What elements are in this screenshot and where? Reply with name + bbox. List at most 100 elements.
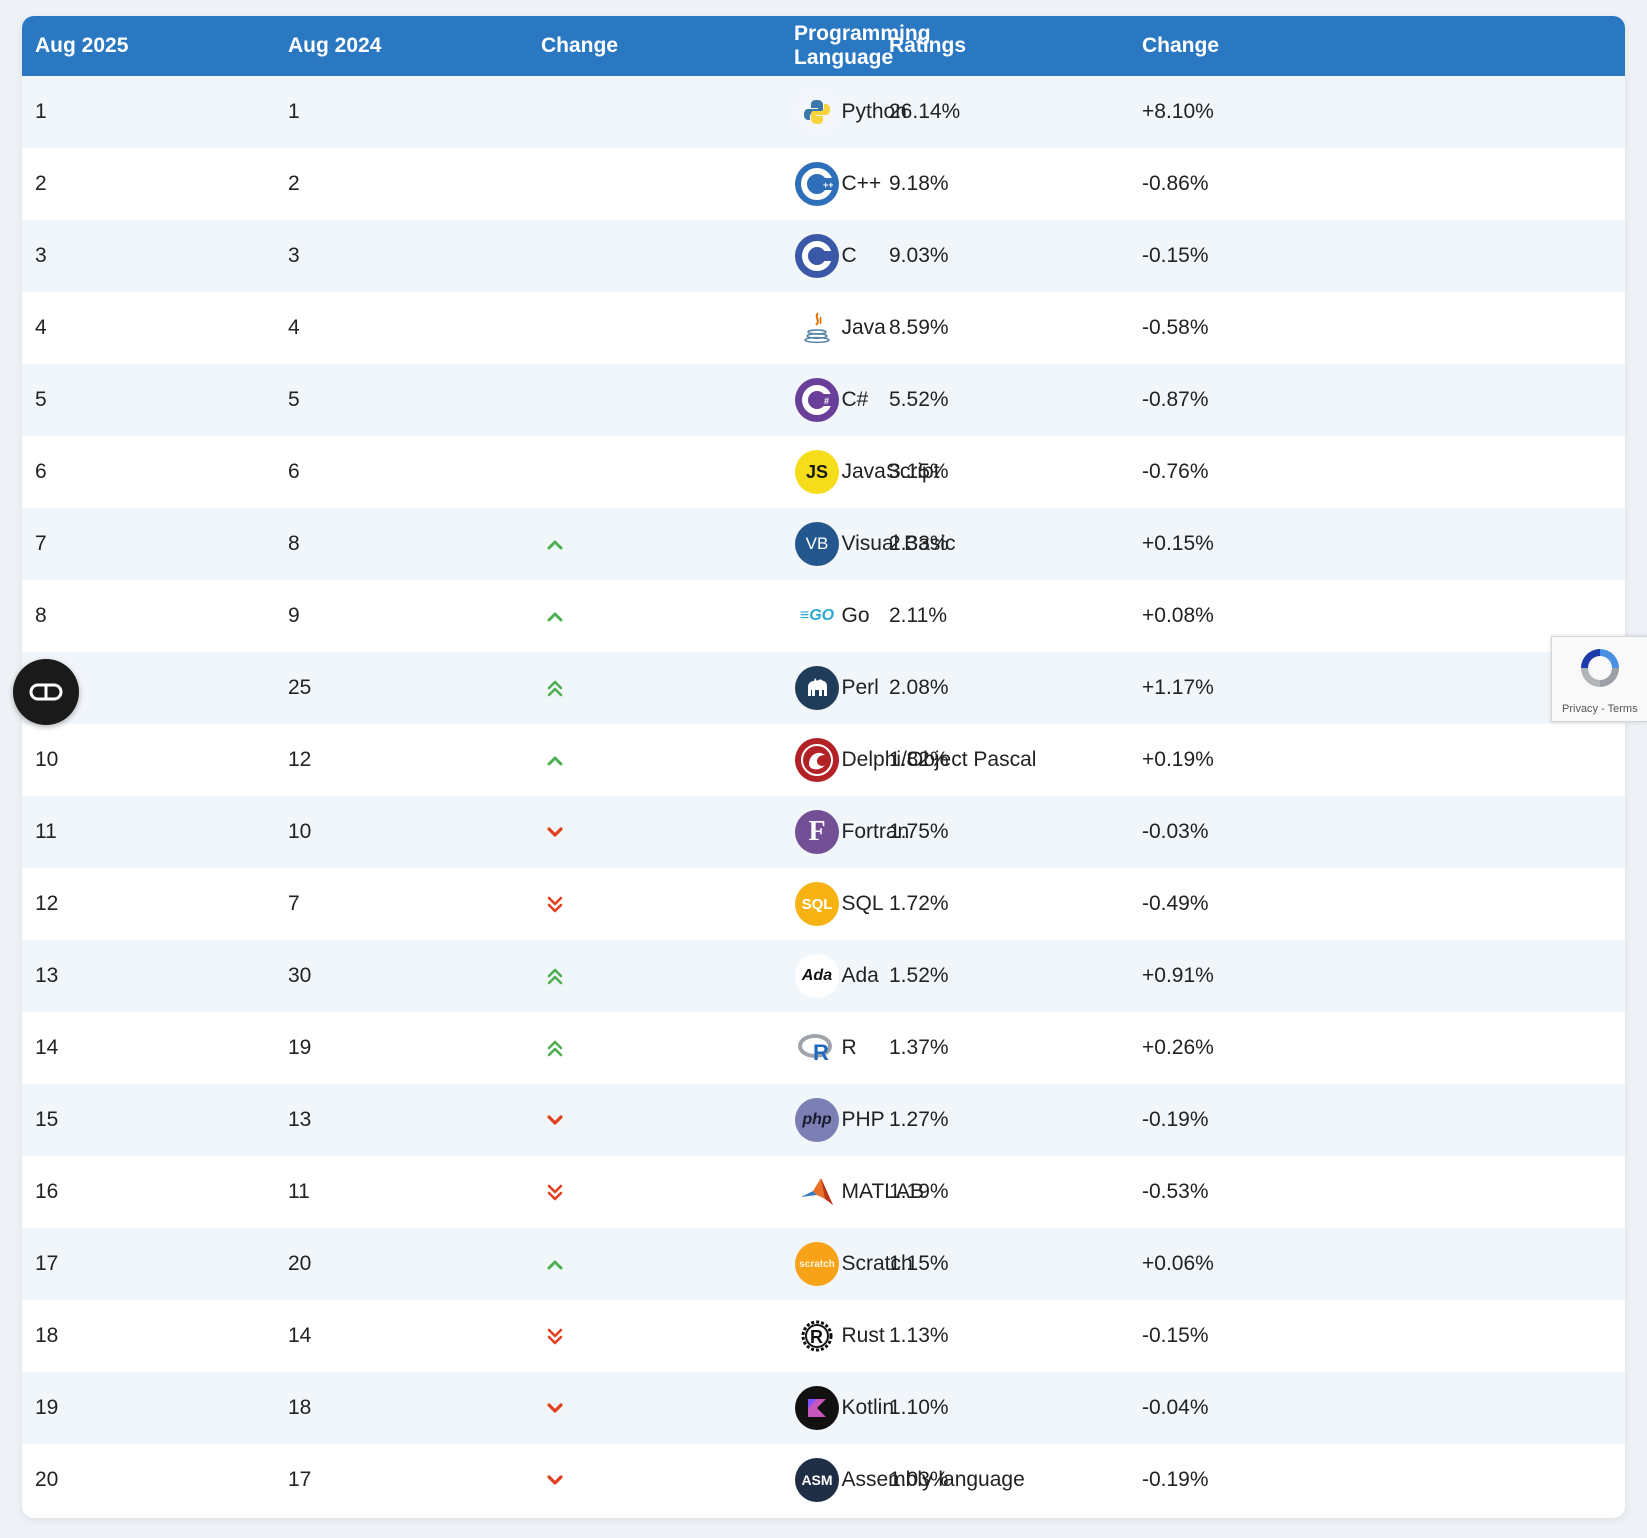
fortran-logo-icon: F (781, 796, 839, 868)
rating-value: 1.19% (889, 1180, 949, 1203)
rating-change: -0.87% (1142, 388, 1209, 411)
rank-aug-2025: 14 (35, 1036, 59, 1059)
rank-aug-2025: 7 (35, 532, 47, 555)
rank-aug-2025: 10 (35, 748, 59, 771)
infinity-icon (29, 683, 63, 701)
rank-aug-2025: 18 (35, 1324, 59, 1347)
tiobe-index-table-card: Aug 2025 Aug 2024 Change Programming Lan… (22, 16, 1625, 1518)
rank-aug-2025: 4 (35, 316, 47, 339)
trend-cell (528, 1156, 781, 1228)
rating-value: 2.33% (889, 532, 949, 555)
svg-text:++: ++ (823, 180, 834, 190)
rating-change: -0.03% (1142, 820, 1209, 843)
sql-logo-icon: SQL (781, 868, 839, 940)
rank-aug-2024: 7 (288, 892, 300, 915)
recaptcha-icon (1581, 649, 1619, 687)
rank-aug-2024: 18 (288, 1396, 312, 1419)
arrow-down-icon (547, 1403, 563, 1414)
recaptcha-privacy-terms[interactable]: Privacy - Terms (1562, 703, 1638, 715)
language-name: Visual Basic (841, 532, 956, 555)
svg-text:R: R (810, 1327, 823, 1347)
rating-change: -0.19% (1142, 1468, 1209, 1491)
rank-aug-2025: 2 (35, 172, 47, 195)
language-name: Python (841, 100, 907, 123)
table-row: 18 14 R Rust 1.13% -0.15% (22, 1300, 1625, 1372)
rank-aug-2025: 16 (35, 1180, 59, 1203)
svg-text:R: R (813, 1040, 829, 1063)
rating-value: 1.13% (889, 1324, 949, 1347)
table-row: 14 19 R R 1.37% +0.26% (22, 1012, 1625, 1084)
table-row: 19 18 Kotlin 1.10% -0.04% (22, 1372, 1625, 1444)
trend-cell (528, 508, 781, 580)
double-arrow-down-icon (547, 1185, 563, 1201)
rating-change: -0.15% (1142, 244, 1209, 267)
recaptcha-badge[interactable]: Privacy - Terms (1551, 636, 1647, 722)
double-arrow-up-icon (547, 681, 563, 697)
trend-cell (528, 1084, 781, 1156)
rank-aug-2024: 17 (288, 1468, 312, 1491)
rank-aug-2025: 6 (35, 460, 47, 483)
rating-change: -0.76% (1142, 460, 1209, 483)
table-row: 25 Perl 2.08% +1.17% (22, 652, 1625, 724)
language-name: JavaScript (841, 460, 940, 483)
header-programming-language: Programming Language (794, 22, 931, 69)
trend-cell (528, 796, 781, 868)
rank-aug-2025: 1 (35, 100, 47, 123)
trend-cell (528, 580, 781, 652)
language-name: MATLAB (841, 1180, 924, 1203)
rating-change: +0.19% (1142, 748, 1214, 771)
rank-aug-2024: 3 (288, 244, 300, 267)
table-row: 4 4 Java 8.59% -0.58% (22, 292, 1625, 364)
double-arrow-down-icon (547, 1329, 563, 1345)
trend-cell (528, 436, 781, 508)
rank-aug-2024: 20 (288, 1252, 312, 1275)
arrow-up-icon (547, 540, 563, 550)
rating-value: 1.75% (889, 820, 949, 843)
rank-aug-2024: 25 (288, 676, 312, 699)
r-logo-icon: R (781, 1012, 839, 1084)
header-ratings-change: Change (1142, 34, 1220, 57)
rank-aug-2024: 11 (288, 1180, 310, 1203)
arrow-down-icon (547, 827, 563, 838)
language-name: Perl (841, 676, 879, 699)
rating-value: 26.14% (889, 100, 961, 123)
rank-aug-2024: 1 (288, 100, 300, 123)
rating-value: 5.52% (889, 388, 949, 411)
rank-aug-2025: 13 (35, 964, 59, 987)
rating-change: -0.53% (1142, 1180, 1209, 1203)
rating-value: 3.15% (889, 460, 949, 483)
trend-cell (528, 76, 781, 148)
rating-change: -0.15% (1142, 1324, 1209, 1347)
trend-cell (528, 652, 781, 724)
rank-aug-2024: 12 (288, 748, 312, 771)
table-row: 5 5 # C# 5.52% -0.87% (22, 364, 1625, 436)
rating-value: 9.03% (889, 244, 949, 267)
rating-change: -0.86% (1142, 172, 1209, 195)
scratch-logo-icon: scratch (781, 1228, 839, 1300)
arrow-down-icon (547, 1115, 563, 1126)
table-row: 16 11 MATLAB 1.19% -0.53% (22, 1156, 1625, 1228)
rating-value: 1.37% (889, 1036, 949, 1059)
table-row: 1 1 Python 26.14% +8.10% (22, 76, 1625, 148)
floating-action-button[interactable] (13, 659, 79, 725)
language-name: C# (841, 388, 869, 411)
table-row: 13 30 Ada Ada 1.52% +0.91% (22, 940, 1625, 1012)
csharp-logo-icon: # (781, 364, 839, 436)
language-name: Fortran (841, 820, 910, 843)
trend-cell (528, 868, 781, 940)
rank-aug-2025: 3 (35, 244, 47, 267)
double-arrow-up-icon (547, 1041, 563, 1057)
rank-aug-2024: 6 (288, 460, 300, 483)
rank-aug-2025: 8 (35, 604, 47, 627)
double-arrow-down-icon (547, 897, 563, 913)
table-header-row: Aug 2025 Aug 2024 Change Programming Lan… (22, 16, 1625, 76)
trend-cell (528, 220, 781, 292)
rating-value: 2.08% (889, 676, 949, 699)
rank-aug-2025: 17 (35, 1252, 59, 1275)
rating-change: +0.06% (1142, 1252, 1214, 1275)
trend-cell (528, 940, 781, 1012)
header-aug-2024: Aug 2024 (288, 34, 382, 57)
header-change: Change (541, 34, 619, 57)
rating-change: -0.04% (1142, 1396, 1209, 1419)
table-row: 10 12 Delphi/Object Pascal 1.82% +0.19% (22, 724, 1625, 796)
